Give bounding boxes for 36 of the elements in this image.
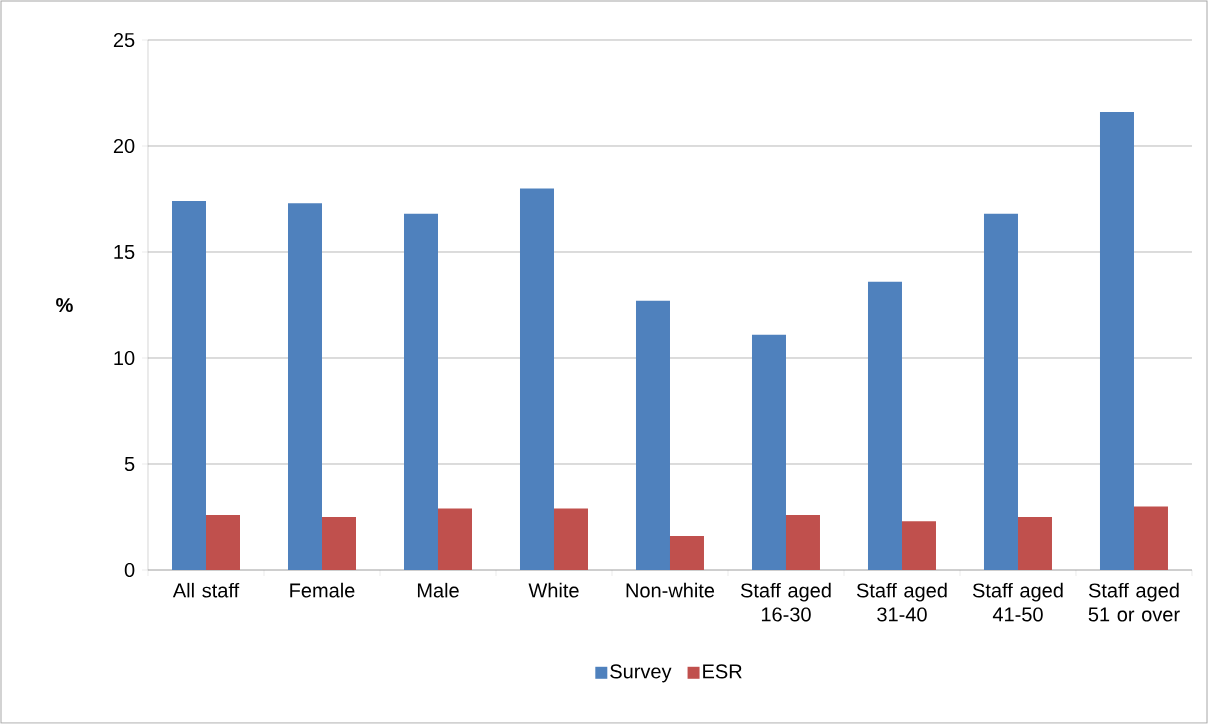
y-tick-label: 20 [113,138,135,154]
legend-label: ESR [703,664,742,679]
bar [322,517,356,570]
x-tick-label: Staff aged 51 or over [1088,582,1180,622]
bar [785,514,820,570]
bar [867,281,902,570]
legend-label: Survey [610,664,672,683]
y-tick-label: 0 [124,562,135,578]
y-axis-title: % [56,297,73,313]
x-tick-label: Staff aged 41-50 [972,582,1063,622]
bar [553,508,588,570]
x-tick-label: Male [417,582,459,598]
x-tick-label: White [528,582,579,598]
y-tick-label: 5 [124,457,135,471]
bar [901,521,936,570]
bar [669,536,704,570]
bar [1099,112,1134,570]
y-tick-label: 15 [114,245,135,259]
bar [1017,517,1052,570]
bar [635,300,670,570]
x-tick-label: Staff aged 31-40 [856,582,947,622]
y-tick-label: 25 [113,32,135,48]
bar [206,514,240,570]
bar [751,334,786,570]
bar [438,508,472,570]
x-tick-label: Staff aged 16-30 [740,582,831,622]
x-tick-label: Non-white [626,582,715,598]
x-tick-label: All staff [172,582,240,598]
bar [983,213,1018,570]
x-tick-label: Female [290,582,355,598]
bar [404,213,438,570]
bar [288,203,322,570]
y-tick-label: 10 [114,350,135,366]
bar [519,188,554,570]
bar [1133,506,1168,570]
bar [172,201,206,570]
